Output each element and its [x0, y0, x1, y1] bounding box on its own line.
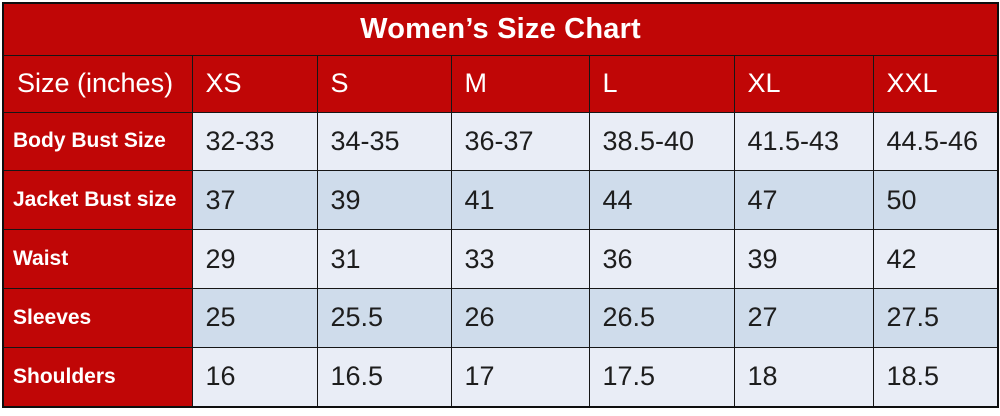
column-header-xs: XS — [191, 54, 318, 113]
cell-jacket-bust-xxl: 50 — [872, 170, 999, 231]
cell-shoulders-l: 17.5 — [588, 346, 735, 408]
cell-jacket-bust-s: 39 — [316, 170, 452, 231]
row-label-shoulders: Shoulders — [2, 346, 193, 408]
row-label-jacket-bust-size: Jacket Bust size — [2, 170, 193, 231]
chart-title: Women’s Size Chart — [2, 2, 999, 56]
cell-waist-xl: 39 — [733, 229, 874, 289]
cell-body-bust-m: 36-37 — [450, 111, 590, 172]
row-label-sleeves: Sleeves — [2, 287, 193, 348]
column-header-xxl: XXL — [872, 54, 999, 113]
column-header-size-inches: Size (inches) — [2, 54, 193, 113]
table-row-jacket-bust-size: Jacket Bust size 37 39 41 44 47 50 — [2, 170, 999, 231]
cell-waist-xxl: 42 — [872, 229, 999, 289]
column-header-s: S — [316, 54, 452, 113]
cell-jacket-bust-l: 44 — [588, 170, 735, 231]
cell-waist-m: 33 — [450, 229, 590, 289]
cell-sleeves-l: 26.5 — [588, 287, 735, 348]
cell-shoulders-xs: 16 — [191, 346, 318, 408]
row-label-body-bust-size: Body Bust Size — [2, 111, 193, 172]
cell-body-bust-s: 34-35 — [316, 111, 452, 172]
womens-size-chart-table: Women’s Size Chart Size (inches) XS S M … — [2, 2, 1000, 408]
header-row: Size (inches) XS S M L XL XXL — [2, 54, 999, 113]
cell-sleeves-xl: 27 — [733, 287, 874, 348]
cell-jacket-bust-m: 41 — [450, 170, 590, 231]
cell-waist-s: 31 — [316, 229, 452, 289]
row-label-waist: Waist — [2, 229, 193, 289]
cell-body-bust-l: 38.5-40 — [588, 111, 735, 172]
cell-body-bust-xl: 41.5-43 — [733, 111, 874, 172]
cell-shoulders-xxl: 18.5 — [872, 346, 999, 408]
column-header-m: M — [450, 54, 590, 113]
table-row-waist: Waist 29 31 33 36 39 42 — [2, 229, 999, 289]
cell-body-bust-xxl: 44.5-46 — [872, 111, 999, 172]
column-header-l: L — [588, 54, 735, 113]
table-row-shoulders: Shoulders 16 16.5 17 17.5 18 18.5 — [2, 346, 999, 408]
title-row: Women’s Size Chart — [2, 2, 999, 56]
cell-shoulders-s: 16.5 — [316, 346, 452, 408]
cell-body-bust-xs: 32-33 — [191, 111, 318, 172]
cell-waist-l: 36 — [588, 229, 735, 289]
cell-jacket-bust-xs: 37 — [191, 170, 318, 231]
column-header-xl: XL — [733, 54, 874, 113]
cell-sleeves-m: 26 — [450, 287, 590, 348]
cell-waist-xs: 29 — [191, 229, 318, 289]
cell-shoulders-xl: 18 — [733, 346, 874, 408]
cell-shoulders-m: 17 — [450, 346, 590, 408]
table-row-sleeves: Sleeves 25 25.5 26 26.5 27 27.5 — [2, 287, 999, 348]
table-row-body-bust-size: Body Bust Size 32-33 34-35 36-37 38.5-40… — [2, 111, 999, 172]
cell-sleeves-xs: 25 — [191, 287, 318, 348]
cell-sleeves-s: 25.5 — [316, 287, 452, 348]
cell-sleeves-xxl: 27.5 — [872, 287, 999, 348]
cell-jacket-bust-xl: 47 — [733, 170, 874, 231]
